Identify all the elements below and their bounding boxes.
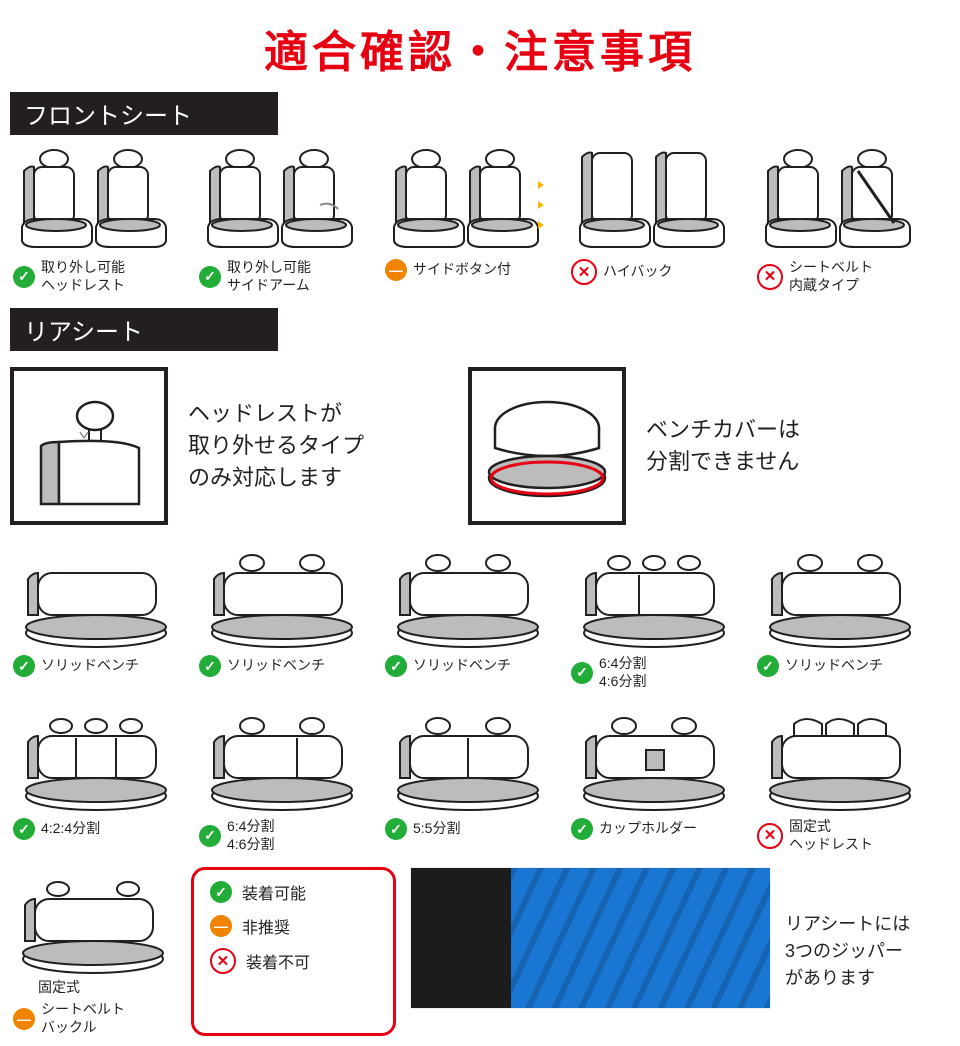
seat-icon xyxy=(388,145,548,255)
cross-icon: ✕ xyxy=(757,264,783,290)
check-icon: ✓ xyxy=(199,655,221,677)
rear-seat-cell: ✓ ソリッドベンチ xyxy=(10,541,182,677)
seat-label: ソリッドベンチ xyxy=(41,657,139,675)
rear-seat-photo xyxy=(410,867,771,1009)
check-icon: ✓ xyxy=(13,266,35,288)
front-seat-cell: — サイドボタン付 xyxy=(382,145,554,281)
seat-label: ソリッドベンチ xyxy=(413,657,511,675)
last-cell-top-label: 固定式 xyxy=(10,977,80,997)
warn-icon: — xyxy=(13,1008,35,1030)
seat-label: ソリッドベンチ xyxy=(227,657,325,675)
notice-frame-headrest xyxy=(10,367,168,525)
last-cell-label: シートベルト バックル xyxy=(41,1001,125,1036)
seat-label: サイドボタン付 xyxy=(413,261,511,279)
rear-seat-cell: ✓ カップホルダー xyxy=(568,704,740,840)
warn-icon: — xyxy=(385,259,407,281)
rear-seat-cell: ✓ ソリッドベンチ xyxy=(196,541,368,677)
cross-icon: ✕ xyxy=(571,259,597,285)
seat-icon xyxy=(760,145,920,255)
check-icon: ✓ xyxy=(385,818,407,840)
page-title: 適合確認・注意事項 xyxy=(10,16,950,80)
bottom-row: 固定式 — シートベルト バックル ✓ 装着可能 — 非推奨✕ 装着不可 リアシートには… xyxy=(10,867,950,1036)
seat-label: 取り外し可能 サイドアーム xyxy=(227,259,311,294)
legend-row: — 非推奨 xyxy=(210,914,377,938)
seat-label: ソリッドベンチ xyxy=(785,657,883,675)
rear-seat-cell: ✓ 6:4分割 4:6分割 xyxy=(568,541,740,690)
seat-label: 6:4分割 4:6分割 xyxy=(599,655,646,690)
rear-seat-cell: ✓ 6:4分割 4:6分割 xyxy=(196,704,368,853)
notice-text-bench: ベンチカバーは 分割できません xyxy=(646,414,800,478)
legend-label: 装着可能 xyxy=(242,880,306,904)
legend-box: ✓ 装着可能 — 非推奨✕ 装着不可 xyxy=(191,867,396,1036)
check-icon: ✓ xyxy=(13,818,35,840)
seat-icon xyxy=(16,145,176,255)
legend-label: 装着不可 xyxy=(246,949,310,973)
check-icon: ✓ xyxy=(199,266,221,288)
legend-row: ✓ 装着可能 xyxy=(210,880,377,904)
seat-icon xyxy=(202,145,362,255)
seat-icon xyxy=(388,541,548,651)
check-icon: ✓ xyxy=(199,825,221,847)
seat-label: 固定式 ヘッドレスト xyxy=(789,818,873,853)
rear-last-cell: 固定式 — シートベルト バックル xyxy=(10,867,177,1036)
cross-icon: ✕ xyxy=(210,948,236,974)
warn-icon: — xyxy=(210,915,232,937)
front-seat-cell: ✓ 取り外し可能 ヘッドレスト xyxy=(10,145,182,294)
seat-icon xyxy=(760,541,920,651)
section-front-bar: フロントシート xyxy=(10,92,278,135)
front-seat-cell: ✓ 取り外し可能 サイドアーム xyxy=(196,145,368,294)
photo-black-part xyxy=(411,868,511,1008)
check-icon: ✓ xyxy=(571,662,593,684)
rear-seat-cell: ✕ 固定式 ヘッドレスト xyxy=(754,704,926,853)
rear-seat-cell: ✓ ソリッドベンチ xyxy=(754,541,926,677)
notice-text-headrest: ヘッドレストが 取り外せるタイプ のみ対応します xyxy=(188,398,448,494)
seat-icon xyxy=(202,704,362,814)
seat-icon xyxy=(574,541,734,651)
legend-label: 非推奨 xyxy=(242,914,290,938)
seat-label: 4:2:4分割 xyxy=(41,820,100,838)
seat-icon xyxy=(16,704,176,814)
seat-icon xyxy=(760,704,920,814)
check-icon: ✓ xyxy=(571,818,593,840)
check-icon: ✓ xyxy=(210,881,232,903)
notice-frame-bench xyxy=(468,367,626,525)
seat-label: カップホルダー xyxy=(599,820,697,838)
check-icon: ✓ xyxy=(385,655,407,677)
seat-icon xyxy=(574,704,734,814)
seat-icon xyxy=(574,145,734,255)
rear-notices: ヘッドレストが 取り外せるタイプ のみ対応します ベンチカバーは 分割できません xyxy=(10,367,950,525)
seat-label: 6:4分割 4:6分割 xyxy=(227,818,274,853)
rear-seat-row-1: ✓ ソリッドベンチ ✓ ソリッドベンチ ✓ ソリッドベンチ xyxy=(10,541,950,690)
cross-icon: ✕ xyxy=(757,823,783,849)
rear-seat-cell: ✓ 4:2:4分割 xyxy=(10,704,182,840)
photo-note: リアシートには 3つのジッパー があります xyxy=(785,867,950,1036)
seat-icon xyxy=(13,867,173,977)
front-seat-row: ✓ 取り外し可能 ヘッドレスト ✓ 取り外し可能 サイドアーム xyxy=(10,145,950,294)
check-icon: ✓ xyxy=(757,655,779,677)
photo-blue-part xyxy=(511,868,770,1008)
section-rear-bar: リアシート xyxy=(10,308,278,351)
rear-seat-cell: ✓ 5:5分割 xyxy=(382,704,554,840)
seat-label: ハイバック xyxy=(603,263,672,281)
front-seat-cell: ✕ ハイバック xyxy=(568,145,740,285)
rear-seat-cell: ✓ ソリッドベンチ xyxy=(382,541,554,677)
seat-label: シートベルト 内蔵タイプ xyxy=(789,259,873,294)
seat-icon xyxy=(16,541,176,651)
rear-seat-row-2: ✓ 4:2:4分割 ✓ 6:4分割 4:6分割 ✓ 5:5分割 xyxy=(10,704,950,853)
legend-row: ✕ 装着不可 xyxy=(210,948,377,974)
seat-label: 取り外し可能 ヘッドレスト xyxy=(41,259,125,294)
seat-icon xyxy=(202,541,362,651)
front-seat-cell: ✕ シートベルト 内蔵タイプ xyxy=(754,145,926,294)
seat-icon xyxy=(388,704,548,814)
seat-label: 5:5分割 xyxy=(413,820,460,838)
check-icon: ✓ xyxy=(13,655,35,677)
